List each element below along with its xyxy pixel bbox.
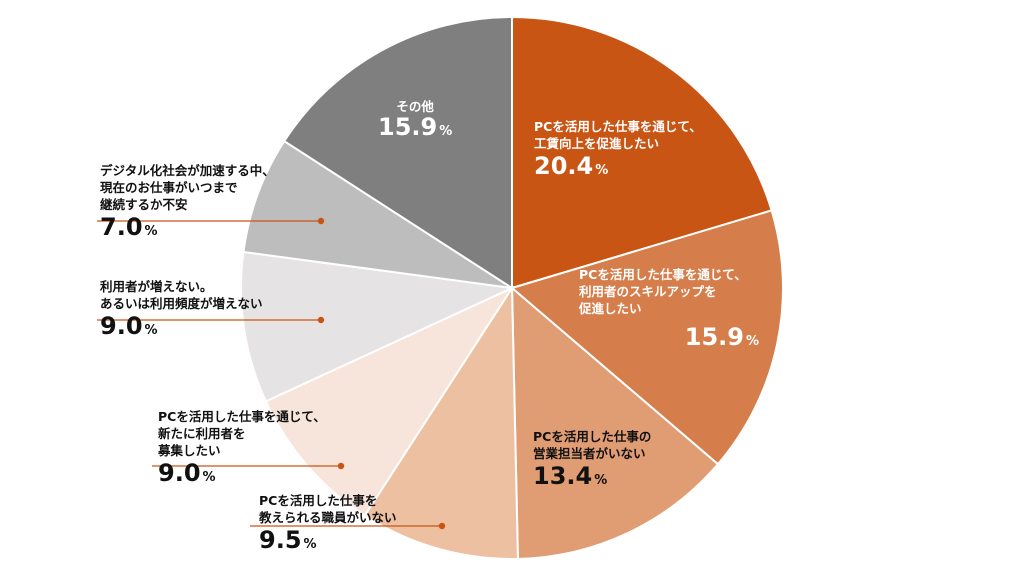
slice-value: 15.9%	[378, 113, 453, 141]
slice-value: 9.0%	[158, 459, 216, 487]
slice-wage	[511, 15, 773, 290]
leader-dot	[317, 316, 325, 324]
slice-label-wage: PCを活用した仕事を通じて、 工賃向上を促進したい 20.4%	[534, 118, 702, 179]
slice-label-text: PCを活用した仕事を 教えられる職員がいない	[259, 493, 397, 525]
slice-users-not-increasing	[240, 250, 516, 403]
slice-label-recruit-users: PCを活用した仕事を通じて、 新たに利用者を 募集したい 9.0%	[158, 408, 326, 486]
slice-label-skill-up: PCを活用した仕事を通じて、 利用者のスキルアップを 促進したい 15.9%	[579, 266, 759, 350]
slice-label-text: その他	[396, 99, 434, 114]
slice-skill-up	[509, 209, 784, 466]
slice-value: 7.0%	[100, 213, 158, 241]
slice-label-other: その他 15.9%	[378, 98, 452, 140]
slice-value: 13.4%	[533, 462, 608, 490]
slice-value: 15.9%	[684, 323, 759, 351]
slice-value: 20.4%	[534, 152, 609, 180]
slice-no-sales-staff	[510, 285, 720, 560]
leader-dot	[337, 462, 345, 470]
slice-no-teaching-staff	[363, 284, 519, 560]
slice-label-text: PCを活用した仕事を通じて、 工賃向上を促進したい	[534, 119, 702, 151]
slice-label-no-sales-staff: PCを活用した仕事の 営業担当者がいない 13.4%	[533, 428, 651, 489]
slice-label-text: PCを活用した仕事を通じて、 利用者のスキルアップを 促進したい	[579, 267, 747, 316]
slice-label-text: PCを活用した仕事の 営業担当者がいない	[533, 429, 652, 461]
slice-label-text: デジタル化社会が加速する中、 現在のお仕事がいつまで 継続するか不安	[100, 163, 275, 212]
slice-label-job-continuity-anxiety: デジタル化社会が加速する中、 現在のお仕事がいつまで 継続するか不安 7.0%	[100, 162, 275, 240]
leader-dot	[317, 217, 325, 225]
slice-label-text: PCを活用した仕事を通じて、 新たに利用者を 募集したい	[158, 409, 326, 458]
slice-label-users-not-increasing: 利用者が増えない。 あるいは利用頻度が増えない 9.0%	[100, 278, 263, 339]
slice-label-no-teaching-staff: PCを活用した仕事を 教えられる職員がいない 9.5%	[259, 492, 397, 553]
leader-dot	[438, 522, 446, 530]
slice-value: 9.0%	[100, 312, 158, 340]
slice-label-text: 利用者が増えない。 あるいは利用頻度が増えない	[100, 279, 263, 311]
slice-other	[282, 15, 513, 290]
slice-value: 9.5%	[259, 526, 317, 554]
slice-job-continuity-anxiety	[242, 139, 513, 289]
